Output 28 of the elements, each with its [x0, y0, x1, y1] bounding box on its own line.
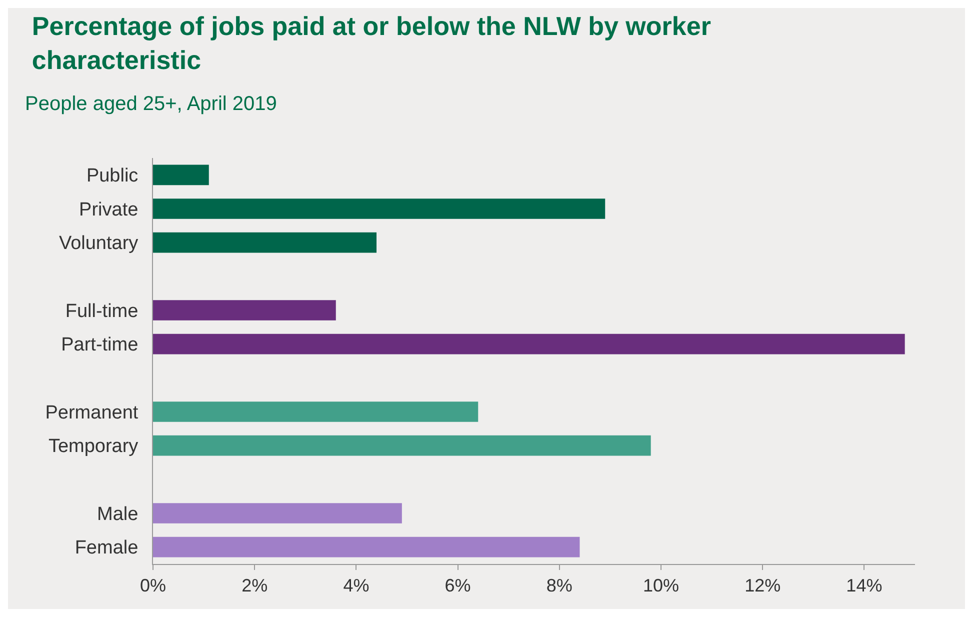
y-tick-label: Public: [86, 166, 138, 187]
y-tick-label: Temporary: [48, 436, 139, 458]
chart-title: Percentage of jobs paid at or below the NLW by worker characteristic: [32, 11, 711, 75]
bar: [153, 435, 651, 456]
bar: [153, 232, 377, 253]
y-tick-label: Full-time: [65, 300, 138, 322]
chart-subtitle: People aged 25+, April 2019: [25, 93, 277, 115]
x-tick-label: 2%: [242, 576, 268, 596]
bar: [153, 334, 905, 354]
bar: [153, 503, 402, 524]
x-tick-label: 6%: [444, 576, 471, 596]
x-tick-label: 4%: [343, 576, 370, 596]
y-tick-label: Male: [97, 504, 138, 525]
y-tick-label: Part-time: [61, 334, 138, 356]
x-tick-label: 10%: [642, 576, 680, 596]
bar: [153, 536, 580, 558]
bar: [153, 164, 209, 186]
y-tick-label: Permanent: [45, 402, 139, 424]
y-tick-label: Female: [74, 538, 138, 559]
x-tick-label: 0%: [140, 576, 166, 596]
x-tick-label: 8%: [546, 576, 572, 596]
bar: [153, 402, 478, 422]
y-tick-label: Voluntary: [58, 233, 139, 254]
y-tick-label: Private: [79, 199, 138, 220]
bar: [153, 198, 606, 219]
bar: [153, 300, 336, 320]
x-tick-label: 14%: [846, 576, 882, 596]
x-tick-label: 12%: [744, 576, 781, 596]
